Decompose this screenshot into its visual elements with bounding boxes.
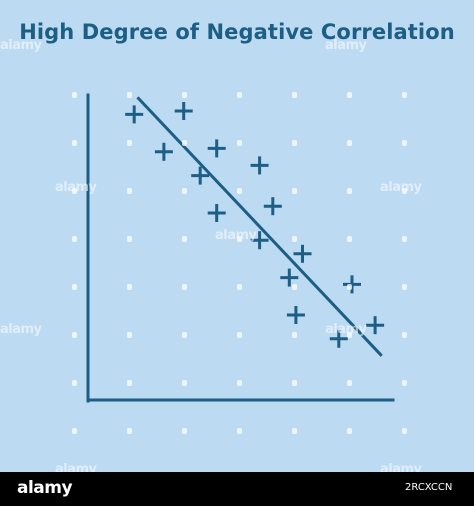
watermark-dot — [72, 428, 77, 434]
watermark-dot — [347, 332, 352, 338]
watermark-dot — [402, 380, 407, 386]
watermark-dot — [292, 188, 297, 194]
data-point-plus-marker — [174, 102, 193, 120]
watermark-dot — [237, 428, 242, 434]
watermark-dot — [127, 428, 132, 434]
watermark-dot — [292, 380, 297, 386]
watermark-dot — [72, 284, 77, 290]
watermark-dot — [237, 188, 242, 194]
watermark-dot — [402, 284, 407, 290]
watermark-dot — [347, 188, 352, 194]
watermark-dot — [347, 92, 352, 98]
watermark-word: alamy — [55, 180, 97, 195]
watermark-dot — [292, 140, 297, 146]
watermark-word: alamy — [0, 322, 42, 337]
data-point-plus-marker — [286, 306, 305, 324]
watermark-dot — [72, 236, 77, 242]
watermark-dot — [237, 380, 242, 386]
watermark-dot — [182, 188, 187, 194]
watermark-dot — [237, 92, 242, 98]
watermark-dot — [292, 428, 297, 434]
watermark-dot — [127, 92, 132, 98]
watermark-dot — [127, 188, 132, 194]
watermark-dot — [402, 332, 407, 338]
watermark-dot — [182, 380, 187, 386]
watermark-dot — [72, 332, 77, 338]
watermark-dot — [127, 140, 132, 146]
watermark-dot — [182, 140, 187, 146]
watermark-dot — [292, 236, 297, 242]
data-points — [125, 102, 385, 348]
chart-title: High Degree of Negative Correlation — [19, 20, 455, 44]
watermark-dot — [292, 332, 297, 338]
data-point-plus-marker — [263, 197, 282, 216]
data-point-plus-marker — [293, 244, 312, 263]
watermark-dot — [182, 332, 187, 338]
watermark-dot — [292, 284, 297, 290]
watermark-word: alamy — [215, 228, 257, 243]
footer-brand-logo: alamy — [17, 478, 73, 498]
watermark-dot — [127, 284, 132, 290]
watermark-dot — [182, 92, 187, 98]
watermark-dot — [402, 236, 407, 242]
data-point-plus-marker — [280, 268, 299, 287]
watermark-dot — [347, 428, 352, 434]
watermark-dot — [127, 380, 132, 386]
watermark-dot — [72, 188, 77, 194]
data-point-plus-marker — [191, 166, 210, 185]
data-point-plus-marker — [125, 105, 144, 124]
trend-line — [136, 96, 383, 357]
watermark-dot — [182, 236, 187, 242]
watermark-dot — [292, 92, 297, 98]
data-point-plus-marker — [154, 142, 173, 161]
watermark-dot — [127, 236, 132, 242]
watermark-dot — [347, 140, 352, 146]
watermark-dot — [402, 140, 407, 146]
watermark-dot — [182, 284, 187, 290]
watermark-word: alamy — [0, 38, 42, 53]
data-point-plus-marker — [207, 139, 226, 158]
watermark-dot — [127, 332, 132, 338]
watermark-dot — [402, 92, 407, 98]
watermark-dot — [237, 284, 242, 290]
data-point-plus-marker — [207, 204, 226, 222]
watermark-dot — [237, 236, 242, 242]
watermark-dot — [72, 380, 77, 386]
watermark-dot — [402, 188, 407, 194]
watermark-word: alamy — [380, 180, 422, 195]
data-point-plus-marker — [343, 275, 361, 294]
watermark-dot — [347, 380, 352, 386]
watermark-dot — [237, 140, 242, 146]
data-point-plus-marker — [250, 231, 269, 250]
data-point-plus-marker — [329, 329, 348, 348]
watermark-dot — [347, 284, 352, 290]
watermark-word: alamy — [325, 322, 367, 337]
data-point-plus-marker — [366, 316, 385, 335]
footer-bar: alamy 2RCXCCN — [0, 472, 474, 506]
watermark-dot — [182, 428, 187, 434]
watermark-dot — [72, 140, 77, 146]
data-point-plus-marker — [250, 156, 269, 175]
watermark-dot — [347, 236, 352, 242]
watermark-word: alamy — [325, 38, 367, 53]
watermark-dot — [402, 428, 407, 434]
watermark-dot — [237, 332, 242, 338]
watermark-dot — [72, 92, 77, 98]
footer-image-id: 2RCXCCN — [405, 482, 453, 493]
